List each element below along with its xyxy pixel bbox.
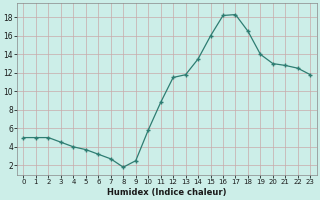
X-axis label: Humidex (Indice chaleur): Humidex (Indice chaleur) [107, 188, 227, 197]
